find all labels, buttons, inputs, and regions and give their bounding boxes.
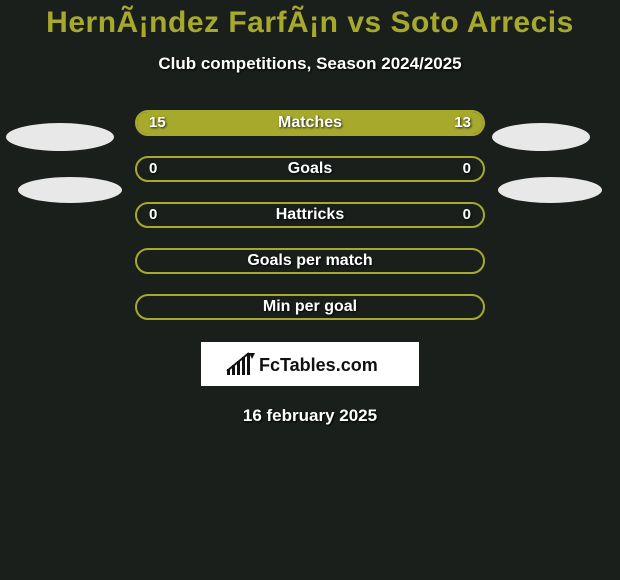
stat-label: Goals [137, 158, 483, 180]
stat-row-goals: 00Goals [135, 156, 485, 182]
fctables-logo-icon: FcTables.com [225, 349, 395, 379]
decoration-ellipse-2 [18, 177, 122, 203]
stat-label: Hattricks [137, 204, 483, 226]
brand-badge: FcTables.com [201, 342, 419, 386]
decoration-ellipse-0 [6, 123, 114, 151]
page-title: HernÃ¡ndez FarfÃ¡n vs Soto Arrecis [0, 6, 620, 40]
comparison-card: HernÃ¡ndez FarfÃ¡n vs Soto Arrecis Club … [0, 0, 620, 580]
stat-row-hattricks: 00Hattricks [135, 202, 485, 228]
decoration-ellipse-1 [492, 123, 590, 151]
brand-text: FcTables.com [259, 355, 378, 375]
stat-row-matches: 1513Matches [135, 110, 485, 136]
decoration-ellipse-3 [498, 177, 602, 203]
stat-label: Min per goal [137, 296, 483, 318]
stat-label: Goals per match [137, 250, 483, 272]
subtitle: Club competitions, Season 2024/2025 [0, 54, 620, 74]
stat-row-goals-per-match: Goals per match [135, 248, 485, 274]
stat-row-min-per-goal: Min per goal [135, 294, 485, 320]
date-line: 16 february 2025 [0, 406, 620, 426]
stat-label: Matches [137, 112, 483, 134]
